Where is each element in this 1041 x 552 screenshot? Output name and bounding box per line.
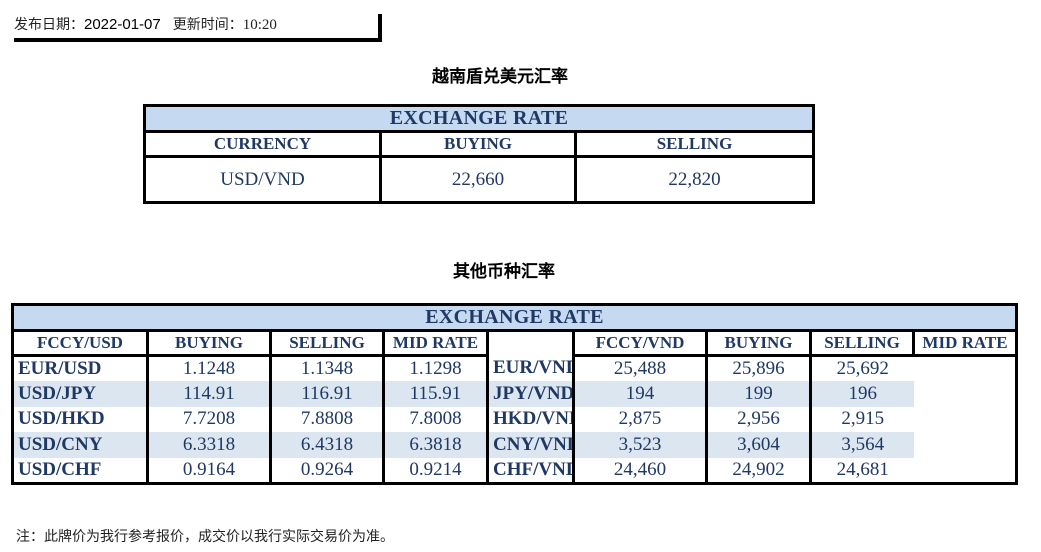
usd-vnd-table: EXCHANGE RATE CURRENCY BUYING SELLING US… — [143, 104, 816, 204]
header-selling: SELLING — [575, 131, 814, 158]
table-row: EUR/USD 1.1248 1.1348 1.1298 EUR/VND 25,488 25… — [12, 355, 1017, 381]
header-mid-usd: MID RATE — [383, 330, 489, 357]
header-fccy-vnd: FCCY/VND — [573, 330, 708, 357]
selling-cell: 22,820 — [668, 168, 721, 190]
vnd-pair-cell: EUR/VND — [487, 355, 575, 381]
header-buying: BUYING — [380, 131, 577, 158]
vnd-buying-cell: 24,460 — [573, 457, 708, 483]
usd-pair-cell: USD/HKD — [12, 406, 149, 432]
usd-buying-cell: 114.91 — [147, 381, 272, 407]
vnd-buying-cell: 25,488 — [573, 355, 708, 381]
usd-mid-cell: 7.8008 — [383, 406, 489, 432]
vnd-mid-cell: 2,915 — [841, 408, 885, 430]
table-row: USD/JPY 114.91 116.91 115.91 JPY/VND 194 199 19… — [12, 381, 1017, 407]
header-fccy-usd: FCCY/USD — [12, 330, 149, 357]
vnd-pair-cell: CHF/VND — [487, 457, 575, 483]
update-time: 10:20 — [242, 17, 277, 33]
vnd-mid-cell: 3,564 — [810, 432, 914, 458]
header-currency: CURRENCY — [144, 131, 382, 158]
section1-heading: 越南盾兑美元汇率 — [432, 67, 568, 87]
table-row: USD/CHF 0.9164 0.9264 0.9214 CHF/VND 24,460 24… — [12, 457, 1017, 483]
buying-cell: 22,660 — [380, 156, 577, 203]
usd-selling-cell: 116.91 — [270, 381, 385, 407]
table-row: USD/HKD7.72087.88087.8008HKD/VND2,8752,9… — [12, 406, 1017, 432]
other-currencies-table: EXCHANGE RATE FCCY/USD BUYING SELLING MI… — [11, 303, 1019, 485]
table-row: USD/VND 22,660 22,820 — [144, 156, 814, 203]
usd-selling-cell: 7.8808 — [270, 406, 385, 432]
usd-selling-cell: 1.1348 — [270, 355, 385, 381]
publish-info: 发布日期：2022-01-07 更新时间：10:20 — [14, 14, 382, 42]
header-mid-vnd: MID RATE — [913, 330, 1017, 357]
vnd-selling-cell: 24,902 — [706, 457, 812, 483]
vnd-selling-cell: 25,896 — [706, 355, 812, 381]
spacer-column — [487, 330, 575, 356]
vnd-selling-cell: 3,604 — [706, 432, 812, 458]
usd-selling-cell: 0.9264 — [270, 457, 385, 483]
header-buying-usd: BUYING — [147, 330, 272, 357]
vnd-buying-cell: 3,523 — [573, 432, 708, 458]
vnd-selling-cell: 199 — [706, 381, 812, 407]
usd-selling-cell: 6.4318 — [270, 432, 385, 458]
header-selling-vnd: SELLING — [810, 330, 915, 357]
usd-mid-cell: 1.1298 — [383, 355, 489, 381]
vnd-pair-cell: JPY/VND — [487, 381, 575, 407]
usd-buying-cell: 6.3318 — [147, 432, 272, 458]
table-row: USD/CNY 6.3318 6.4318 6.3818 CNY/VND 3,523 3,6… — [12, 432, 1017, 458]
vnd-mid-cell: 24,681 — [836, 458, 889, 480]
usd-mid-cell: 0.9214 — [383, 457, 489, 483]
publish-date-label: 发布日期： — [14, 17, 84, 33]
vnd-mid-cell: 196 — [810, 381, 914, 407]
header-buying-vnd: BUYING — [706, 330, 812, 357]
usd-pair-cell: USD/CHF — [12, 457, 149, 483]
usd-pair-cell: USD/JPY — [12, 381, 149, 407]
disclaimer-note: 注：此牌价为我行参考报价，成交价以我行实际交易价为准。 — [16, 529, 394, 545]
section2-heading: 其他币种汇率 — [453, 262, 555, 282]
usd-buying-cell: 0.9164 — [147, 457, 272, 483]
usd-pair-cell: EUR/USD — [12, 355, 149, 381]
vnd-mid-cell: 25,692 — [836, 358, 889, 379]
vnd-buying-cell: 2,875 — [573, 406, 708, 432]
vnd-buying-cell: 194 — [573, 381, 708, 407]
usd-mid-cell: 6.3818 — [383, 432, 489, 458]
update-time-label: 更新时间： — [172, 17, 243, 33]
usd-buying-cell: 1.1248 — [147, 355, 272, 381]
vnd-pair-cell: CNY/VND — [487, 432, 575, 458]
usd-mid-cell: 115.91 — [383, 381, 489, 407]
publish-date: 2022-01-07 — [84, 16, 161, 33]
header-selling-usd: SELLING — [270, 330, 385, 357]
vnd-pair-cell: HKD/VND — [487, 406, 575, 432]
usd-pair-cell: USD/CNY — [12, 432, 149, 458]
table-title: EXCHANGE RATE — [144, 105, 814, 133]
usd-buying-cell: 7.7208 — [147, 406, 272, 432]
vnd-selling-cell: 2,956 — [706, 406, 812, 432]
currency-cell: USD/VND — [144, 156, 382, 203]
table-title: EXCHANGE RATE — [12, 304, 1017, 332]
